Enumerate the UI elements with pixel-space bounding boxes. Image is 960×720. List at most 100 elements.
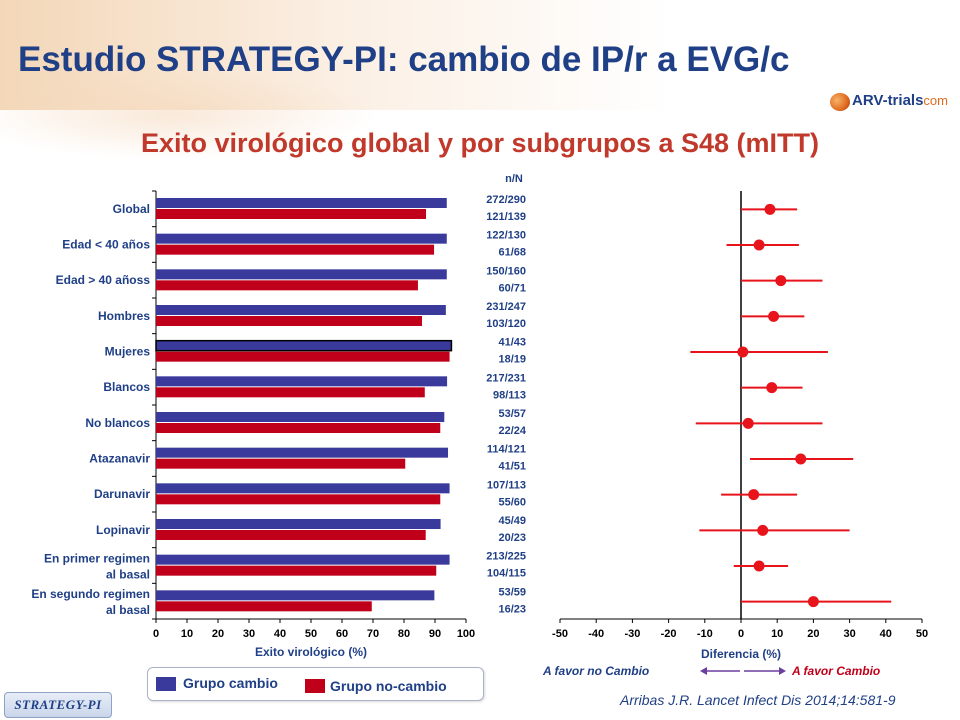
legend-label-cambio: Grupo cambio [183, 675, 278, 691]
forest-point [795, 453, 807, 465]
bar-x-tick-label: 100 [457, 628, 475, 640]
bar-x-tick-label: 50 [305, 628, 317, 640]
count-no-cambio: 98/113 [493, 389, 526, 401]
forest-x-tick-label: 10 [771, 628, 783, 640]
forest-point [753, 239, 765, 251]
count-column-header: n/N [505, 173, 523, 185]
count-no-cambio: 55/60 [498, 496, 526, 508]
count-no-cambio: 41/51 [498, 461, 526, 473]
forest-x-tick-label: -10 [697, 628, 713, 640]
count-no-cambio: 61/68 [498, 247, 526, 259]
legend-label-no-cambio: Grupo no-cambio [330, 678, 447, 694]
bar-no-cambio [156, 316, 422, 326]
bar-no-cambio [156, 209, 427, 219]
legend-swatch-cambio [156, 677, 176, 691]
favor-left-arrowhead [700, 667, 707, 675]
bar-cambio [156, 483, 450, 494]
count-cambio: 217/231 [486, 372, 526, 384]
bar-cambio [156, 554, 450, 565]
bar-cambio [156, 198, 447, 208]
bar-category-label: Darunavir [94, 487, 150, 501]
forest-x-tick-label: 30 [843, 628, 855, 640]
forest-point [748, 489, 760, 501]
forest-x-tick-label: 0 [738, 628, 744, 640]
bar-category-label: No blancos [85, 416, 150, 430]
forest-point [775, 275, 787, 287]
header-decoration [0, 70, 380, 160]
bar-category-label: Lopinavir [96, 523, 150, 537]
bar-x-axis-label: Exito virológico (%) [255, 645, 367, 659]
bar-cambio [156, 376, 448, 387]
bar-no-cambio [156, 387, 425, 398]
bar-cambio [156, 412, 445, 422]
bar-x-tick-label: 90 [429, 628, 441, 640]
page-title: Estudio STRATEGY-PI: cambio de IP/r a EV… [18, 40, 790, 79]
arv-trials-logo[interactable]: ARV-trialscom [830, 90, 956, 114]
count-no-cambio: 103/120 [486, 318, 526, 330]
bar-no-cambio [156, 494, 441, 505]
favor-cambio-label: A favor Cambio [791, 664, 880, 678]
bar-no-cambio [156, 565, 437, 576]
citation: Arribas J.R. Lancet Infect Dis 2014;14:5… [620, 692, 896, 708]
count-cambio: 45/49 [498, 515, 526, 527]
forest-x-tick-label: 40 [880, 628, 892, 640]
count-no-cambio: 16/23 [498, 603, 526, 615]
forest-x-tick-label: 50 [916, 628, 928, 640]
bar-x-tick-label: 40 [274, 628, 286, 640]
forest-x-tick-label: 20 [807, 628, 819, 640]
bar-x-tick-label: 0 [153, 628, 159, 640]
count-cambio: 272/290 [486, 194, 526, 206]
favor-no-cambio-label: A favor no Cambio [542, 664, 649, 678]
bar-category-label: Mujeres [105, 345, 151, 359]
logo-text: ARV-trialscom [852, 92, 948, 109]
study-badge: STRATEGY-PI [4, 692, 112, 718]
bar-category-label: Global [113, 202, 150, 216]
count-no-cambio: 60/71 [498, 282, 526, 294]
forest-point [742, 417, 754, 429]
forest-point [757, 524, 769, 536]
forest-point [807, 596, 819, 608]
bar-cambio [156, 519, 441, 529]
bar-category-label: En segundo regimen [31, 587, 150, 601]
bar-x-tick-label: 60 [336, 628, 348, 640]
forest-point [753, 560, 765, 572]
forest-x-tick-label: -30 [624, 628, 640, 640]
bar-cambio [156, 233, 447, 244]
count-cambio: 53/59 [498, 586, 526, 598]
bar-cambio [156, 305, 446, 315]
count-no-cambio: 22/24 [498, 425, 526, 437]
count-no-cambio: 20/23 [498, 532, 526, 544]
bar-x-tick-label: 80 [398, 628, 410, 640]
forest-point [764, 203, 776, 215]
count-cambio: 213/225 [486, 551, 526, 563]
bar-x-tick-label: 10 [181, 628, 193, 640]
favor-right-arrowhead [779, 667, 786, 675]
bar-category-label: Blancos [103, 380, 150, 394]
count-cambio: 41/43 [498, 337, 526, 349]
forest-x-tick-label: -40 [588, 628, 604, 640]
count-cambio: 150/160 [486, 265, 526, 277]
count-cambio: 114/121 [487, 444, 526, 456]
bar-category-label: Edad < 40 años [62, 238, 150, 252]
bar-cambio [155, 339, 453, 352]
chart-legend: Grupo cambio Grupo no-cambio [147, 667, 484, 701]
bar-x-tick-label: 30 [243, 628, 255, 640]
count-cambio: 231/247 [486, 301, 526, 313]
bar-cambio [156, 447, 449, 458]
bar-no-cambio [156, 458, 406, 469]
bar-category-label: Edad > 40 añoss [56, 273, 151, 287]
bar-category-label: al basal [106, 568, 150, 582]
bar-category-label: Atazanavir [89, 452, 150, 466]
count-cambio: 53/57 [498, 408, 526, 420]
count-cambio: 122/130 [486, 230, 526, 242]
forest-point [768, 310, 780, 322]
bar-cambio [156, 590, 435, 601]
forest-point [737, 346, 749, 358]
forest-x-tick-label: -20 [661, 628, 677, 640]
bar-category-label: al basal [106, 603, 150, 617]
forest-point [766, 382, 778, 394]
bar-no-cambio [156, 351, 450, 362]
forest-x-tick-label: -50 [552, 628, 568, 640]
bar-category-label: En primer regimen [44, 552, 150, 566]
